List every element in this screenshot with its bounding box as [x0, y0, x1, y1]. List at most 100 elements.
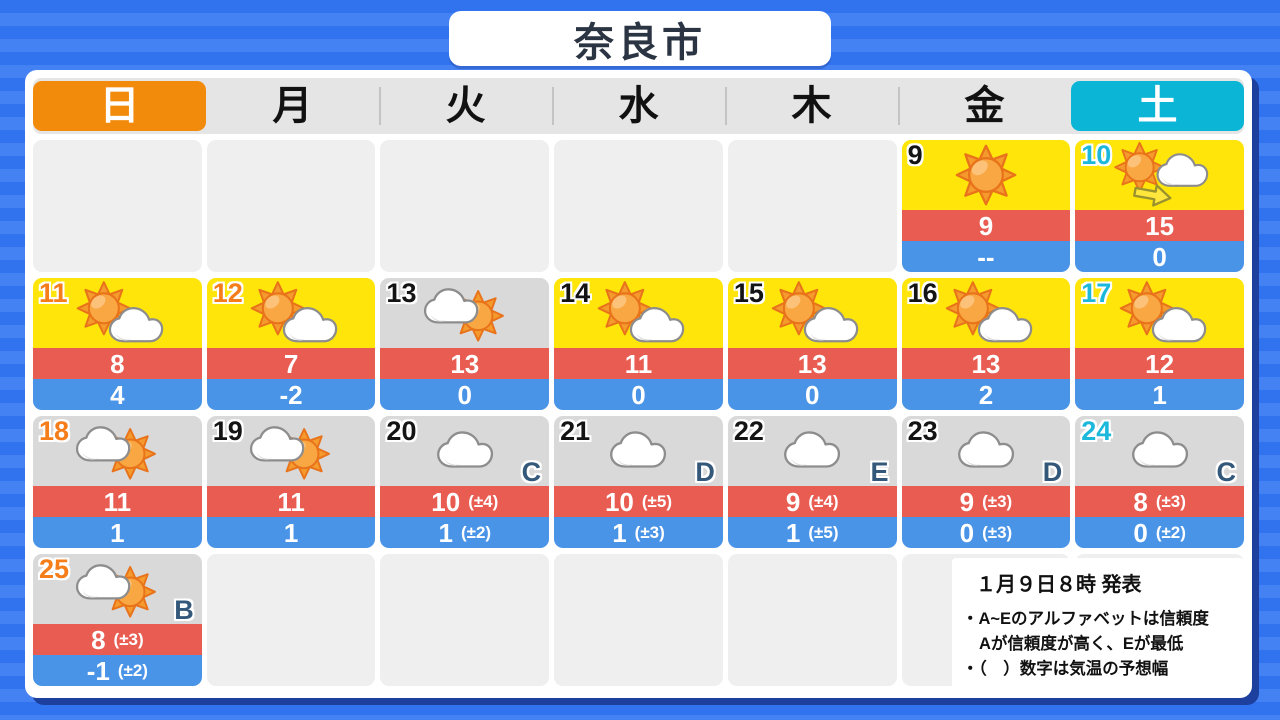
empty-day-cell	[380, 554, 550, 686]
low-temp-band: 1	[206, 517, 376, 548]
sun-and-cloud-icon	[250, 281, 338, 343]
low-temp-band: 0	[727, 379, 897, 410]
date-number: 13	[386, 278, 417, 308]
low-temp-band: -2	[206, 379, 376, 410]
low-temp-band: --	[901, 241, 1071, 272]
weather-sky-area: 23 D	[901, 416, 1071, 487]
high-temp-value: 11	[624, 348, 653, 379]
weather-icon-slot	[418, 280, 512, 346]
forecast-day-cell: 20 C 10 (±4) 1 (±2)	[380, 416, 550, 548]
high-temp-band: 11	[206, 486, 376, 517]
date-number: 19	[212, 416, 243, 446]
forecast-day-cell: 11 8 4	[33, 278, 202, 410]
low-temp-value: -2	[279, 379, 303, 410]
low-temp-band: 0	[380, 379, 550, 410]
low-temp-value: -1	[86, 655, 110, 686]
high-temp-band: 13	[727, 348, 897, 379]
high-temp-range: (±5)	[641, 492, 672, 511]
high-temp-value: 8	[91, 624, 106, 655]
weather-icon-slot	[591, 280, 685, 346]
cloudy-icon	[1131, 431, 1188, 468]
forecast-day-cell: 16 13 2	[901, 278, 1071, 410]
date-number: 14	[560, 278, 591, 308]
date-number: 18	[39, 416, 70, 446]
high-temp-value: 10	[604, 486, 634, 517]
high-temp-range: (±4)	[808, 492, 839, 511]
weather-sky-area: 17	[1075, 278, 1244, 348]
high-temp-range: (±4)	[468, 492, 499, 511]
high-temp-band: 11	[33, 486, 202, 517]
high-temp-value: 11	[103, 486, 132, 517]
cloudy-icon	[610, 431, 667, 468]
date-number: 16	[907, 278, 938, 308]
forecast-day-cell: 9 9 --	[901, 140, 1071, 272]
weather-icon-slot	[1116, 420, 1204, 482]
cloud-and-sun-icon	[249, 426, 331, 480]
date-number: 11	[39, 278, 68, 308]
sun-and-cloud-icon	[1119, 281, 1206, 343]
high-temp-band: 8 (±3)	[33, 624, 202, 655]
high-temp-value: 8	[110, 348, 125, 379]
city-title-box: 奈良市	[449, 11, 831, 66]
high-temp-band: 10 (±5)	[554, 486, 723, 517]
high-temp-value: 12	[1145, 348, 1175, 379]
weather-sky-area: 19	[206, 416, 376, 486]
forecast-day-cell: 24 C 8 (±3) 0 (±2)	[1075, 416, 1244, 548]
high-temp-value: 9	[959, 486, 975, 517]
date-number: 9	[907, 140, 923, 170]
low-temp-value: 1	[612, 517, 627, 548]
weekday-label: 土	[1137, 84, 1178, 128]
weather-icon-slot	[70, 556, 164, 622]
high-temp-value: 7	[283, 348, 299, 379]
sun-and-cloud-icon	[598, 281, 685, 343]
empty-day-cell	[33, 140, 202, 272]
sun-then-cloud-icon	[1113, 141, 1208, 207]
low-temp-range: (±3)	[634, 523, 665, 542]
high-temp-band: 8 (±3)	[1075, 486, 1244, 517]
low-temp-value: 0	[1133, 517, 1148, 548]
reliability-grade: C	[521, 457, 542, 487]
weather-icon-slot	[421, 420, 509, 482]
empty-day-cell	[206, 140, 376, 272]
forecast-day-cell: 21 D 10 (±5) 1 (±3)	[554, 416, 723, 548]
low-temp-range: (±2)	[1155, 523, 1186, 542]
sun-and-cloud-icon	[945, 281, 1033, 343]
calendar-row: 9 9 -- 10	[33, 140, 1244, 272]
weather-icon-slot	[768, 420, 856, 482]
empty-day-cell	[727, 140, 897, 272]
empty-day-cell	[727, 554, 897, 686]
forecast-day-cell: 15 13 0	[727, 278, 897, 410]
high-temp-band: 9	[901, 210, 1071, 241]
high-temp-value: 13	[971, 348, 1001, 379]
city-title: 奈良市	[574, 20, 706, 65]
weather-sky-area: 16	[901, 278, 1071, 348]
low-temp-value: 1	[438, 517, 453, 548]
forecast-day-cell: 22 E 9 (±4) 1 (±5)	[727, 416, 897, 548]
low-temp-value: 1	[110, 517, 125, 548]
weather-sky-area: 18	[33, 416, 202, 486]
low-temp-range: (±5)	[808, 523, 839, 542]
date-number: 12	[212, 278, 243, 308]
low-temp-band: 1	[1075, 379, 1244, 410]
low-temp-value: 2	[978, 379, 994, 410]
low-temp-value: 0	[959, 517, 975, 548]
low-temp-band: 1 (±2)	[380, 517, 550, 548]
weather-sky-area: 21 D	[554, 416, 723, 487]
low-temp-value: --	[977, 241, 995, 272]
sunny-icon	[955, 144, 1017, 206]
cloudy-icon	[957, 431, 1015, 468]
weather-icon-slot	[955, 144, 1017, 206]
date-number: 10	[1081, 140, 1112, 170]
high-temp-band: 8	[33, 348, 202, 379]
weather-sky-area: 14	[554, 278, 723, 348]
high-temp-value: 9	[785, 486, 801, 517]
reliability-grade: C	[1216, 457, 1236, 487]
date-number: 15	[733, 278, 764, 308]
high-temp-value: 10	[431, 486, 461, 517]
weekday-label: 木	[791, 84, 832, 128]
weekday-label: 金	[964, 84, 1005, 128]
weather-icon-slot	[942, 420, 1030, 482]
low-temp-band: 1	[33, 517, 202, 548]
high-temp-band: 13	[901, 348, 1071, 379]
low-temp-band: 1 (±3)	[554, 517, 723, 548]
